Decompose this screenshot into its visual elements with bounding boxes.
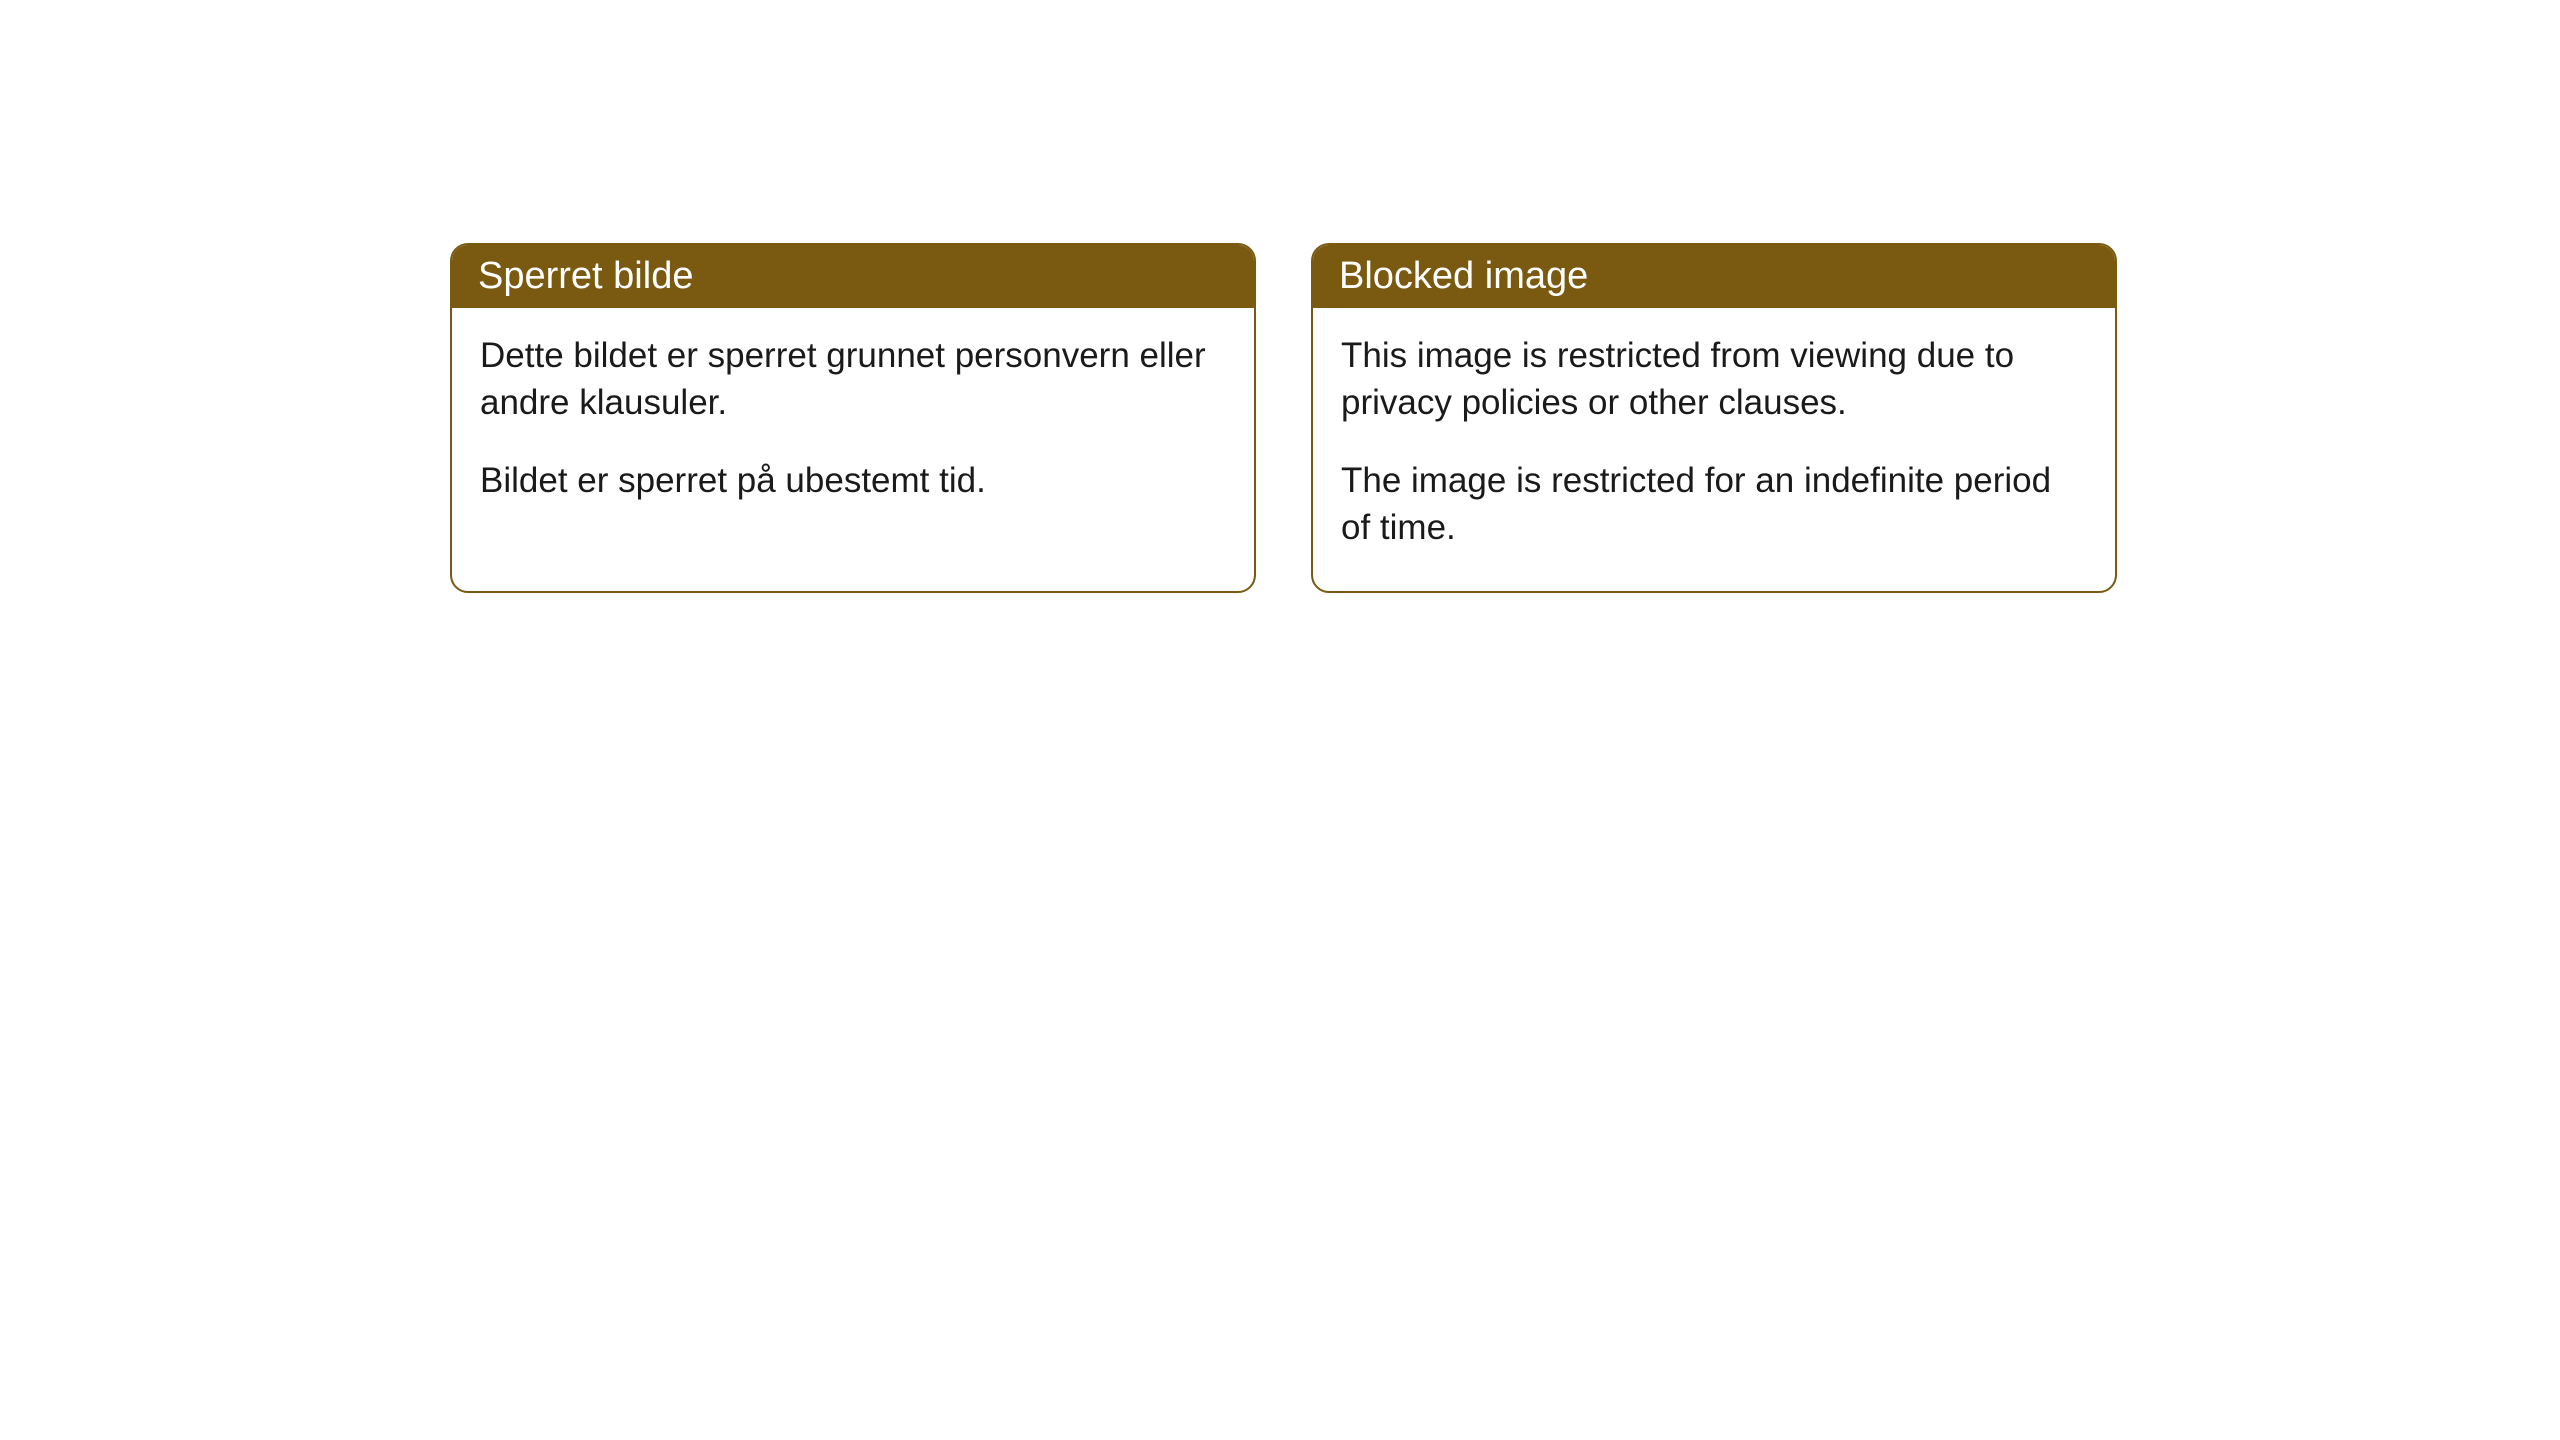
card-paragraph-2: Bildet er sperret på ubestemt tid.: [480, 457, 1226, 504]
card-title: Blocked image: [1339, 255, 1588, 297]
notice-cards-container: Sperret bilde Dette bildet er sperret gr…: [450, 243, 2117, 593]
card-body-english: This image is restricted from viewing du…: [1313, 308, 2115, 591]
blocked-image-card-norwegian: Sperret bilde Dette bildet er sperret gr…: [450, 243, 1256, 593]
card-header-english: Blocked image: [1313, 245, 2115, 308]
card-title: Sperret bilde: [478, 255, 693, 297]
card-paragraph-1: Dette bildet er sperret grunnet personve…: [480, 332, 1226, 427]
card-paragraph-2: The image is restricted for an indefinit…: [1341, 457, 2087, 552]
card-header-norwegian: Sperret bilde: [452, 245, 1254, 308]
card-body-norwegian: Dette bildet er sperret grunnet personve…: [452, 308, 1254, 544]
card-paragraph-1: This image is restricted from viewing du…: [1341, 332, 2087, 427]
blocked-image-card-english: Blocked image This image is restricted f…: [1311, 243, 2117, 593]
